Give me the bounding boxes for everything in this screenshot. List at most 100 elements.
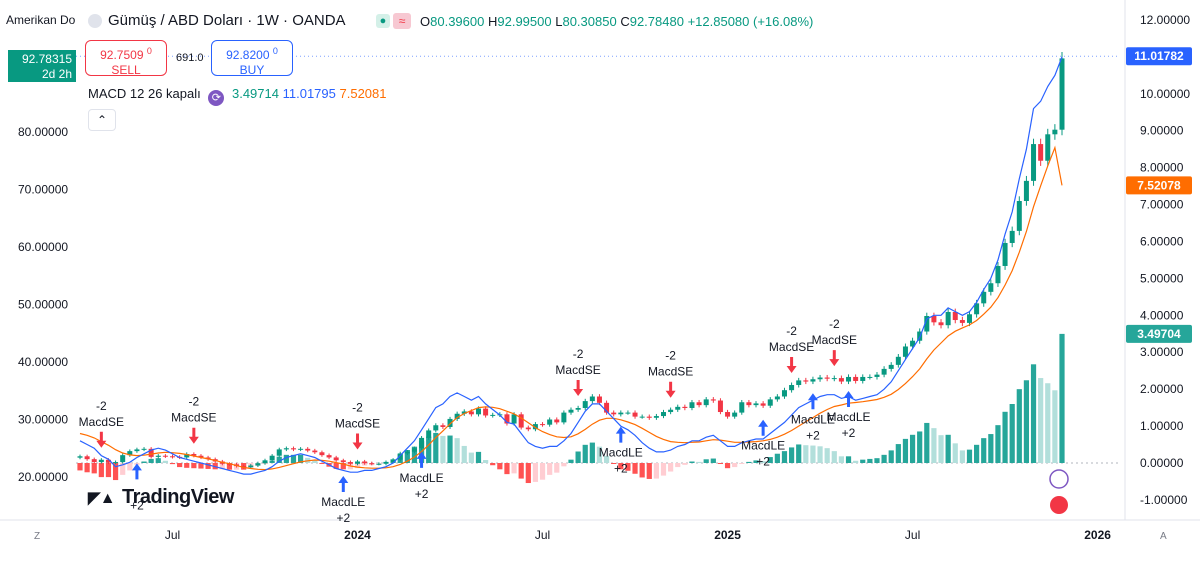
histogram-bar [995,425,1001,463]
candle-body [276,449,282,456]
hist-axis-badge [1126,324,1192,343]
histogram-bar [340,463,346,470]
time-tick-label: 2026 [1084,528,1111,542]
histogram-bar [867,458,873,463]
candle-body [248,465,254,468]
candle-body [682,406,688,408]
candle-body [504,414,510,424]
candle-body [148,448,154,457]
candle-body [781,390,787,397]
short-signal-label: MacdSE [555,363,600,377]
candle-body [568,409,574,413]
histogram-bar [788,447,795,463]
chevron-up-icon[interactable]: ⌃ [88,109,116,131]
histogram-bar [177,463,183,468]
candle-body [874,374,880,377]
symbol-short[interactable]: Amerikan Do [6,13,76,27]
histogram-bar [746,461,752,463]
histogram-bar [1045,383,1051,463]
histogram-bar [988,434,994,463]
candle-body [952,311,958,321]
short-signal-qty: -2 [352,400,363,414]
candle-body [333,457,339,461]
histogram-bar [660,463,667,476]
candle-body [433,425,439,431]
candle-body [411,448,417,452]
histogram-bar [411,446,418,463]
candle-body [810,379,816,382]
histogram-bar [120,463,126,475]
candle-body [774,396,780,400]
histogram-bar [141,461,147,463]
candle-body [77,456,83,458]
price-tick-label: 80.00000 [18,125,68,139]
short-signal-label: MacdSE [171,411,216,425]
macd-tick-label: 0.00000 [1140,456,1184,470]
macd-tick-label: 10.00000 [1140,87,1190,101]
candle-body [540,424,546,426]
candle-body [1059,58,1065,130]
candle-body [653,416,659,418]
candle-body [397,453,403,460]
sell-price: 92.7509 [100,48,144,62]
short-signal-label: MacdSE [812,333,857,347]
histogram-bar [974,444,980,463]
candle-body [312,450,318,453]
auto-scale-toggle[interactable]: A [1160,531,1167,542]
chart-title[interactable]: Gümüş / ABD Doları · 1W · OANDA [88,12,346,29]
histogram-bar [148,458,154,463]
candle-body [134,449,140,452]
histogram-bar [290,454,297,463]
histogram-bar [739,463,745,464]
price-tick-label: 30.00000 [18,413,68,427]
candle-body [127,451,133,456]
candle-body [995,265,1001,284]
data-delay-icon[interactable]: ≈ [393,13,411,29]
histogram-bar [1016,389,1022,463]
indicator-legend[interactable]: MACD 12 26 kapalı ⟳ 3.49714 11.01795 7.5… [88,86,387,106]
candle-body [113,462,119,464]
candle-body [269,455,275,461]
candle-body [767,399,773,406]
long-signal-label: MacdLE [741,439,785,453]
histogram-bar [98,463,104,478]
refresh-icon[interactable]: ⟳ [208,90,225,106]
tv-mark-icon: ◤▲ [88,490,116,507]
histogram-bar [426,436,432,463]
signal-value: 7.52081 [339,86,387,101]
candle-body [910,340,916,347]
histogram-bar [518,463,524,479]
candle-body [703,399,709,406]
candle-body [98,459,104,463]
signal-axis-badge [1126,176,1192,195]
histogram-bar [184,463,190,468]
indicator-label[interactable]: MACD 12 26 kapalı [88,86,201,101]
histogram-bar [831,451,837,463]
histogram-bar [796,444,802,463]
us-flag-event-icon [1050,496,1068,514]
short-signal-arrow [352,433,363,450]
buy-button[interactable]: 92.8200 0 BUY [211,40,293,77]
histogram-bar [112,463,119,481]
sell-button[interactable]: 92.7509 0 SELL [85,40,167,77]
long-signal-label: MacdLE [321,495,365,509]
candle-body [646,416,652,418]
long-signal-qty: +2 [415,487,429,501]
candle-body [924,316,930,332]
histogram-bar [461,445,467,463]
timezone-toggle[interactable]: Z [34,531,41,542]
histogram-bar [824,448,830,463]
market-open-icon[interactable]: ● [376,14,390,28]
chart-title-text[interactable]: Gümüş / ABD Doları · 1W · OANDA [108,12,346,29]
histogram-bar [881,454,887,463]
candle-body [846,376,852,382]
candle-body [105,459,111,463]
price-tick-label: 60.00000 [18,240,68,254]
candle-body [824,377,830,379]
buy-label: BUY [239,63,265,77]
symbol-logo-icon [88,13,102,28]
candle-body [725,412,731,417]
candle-body [383,462,389,464]
